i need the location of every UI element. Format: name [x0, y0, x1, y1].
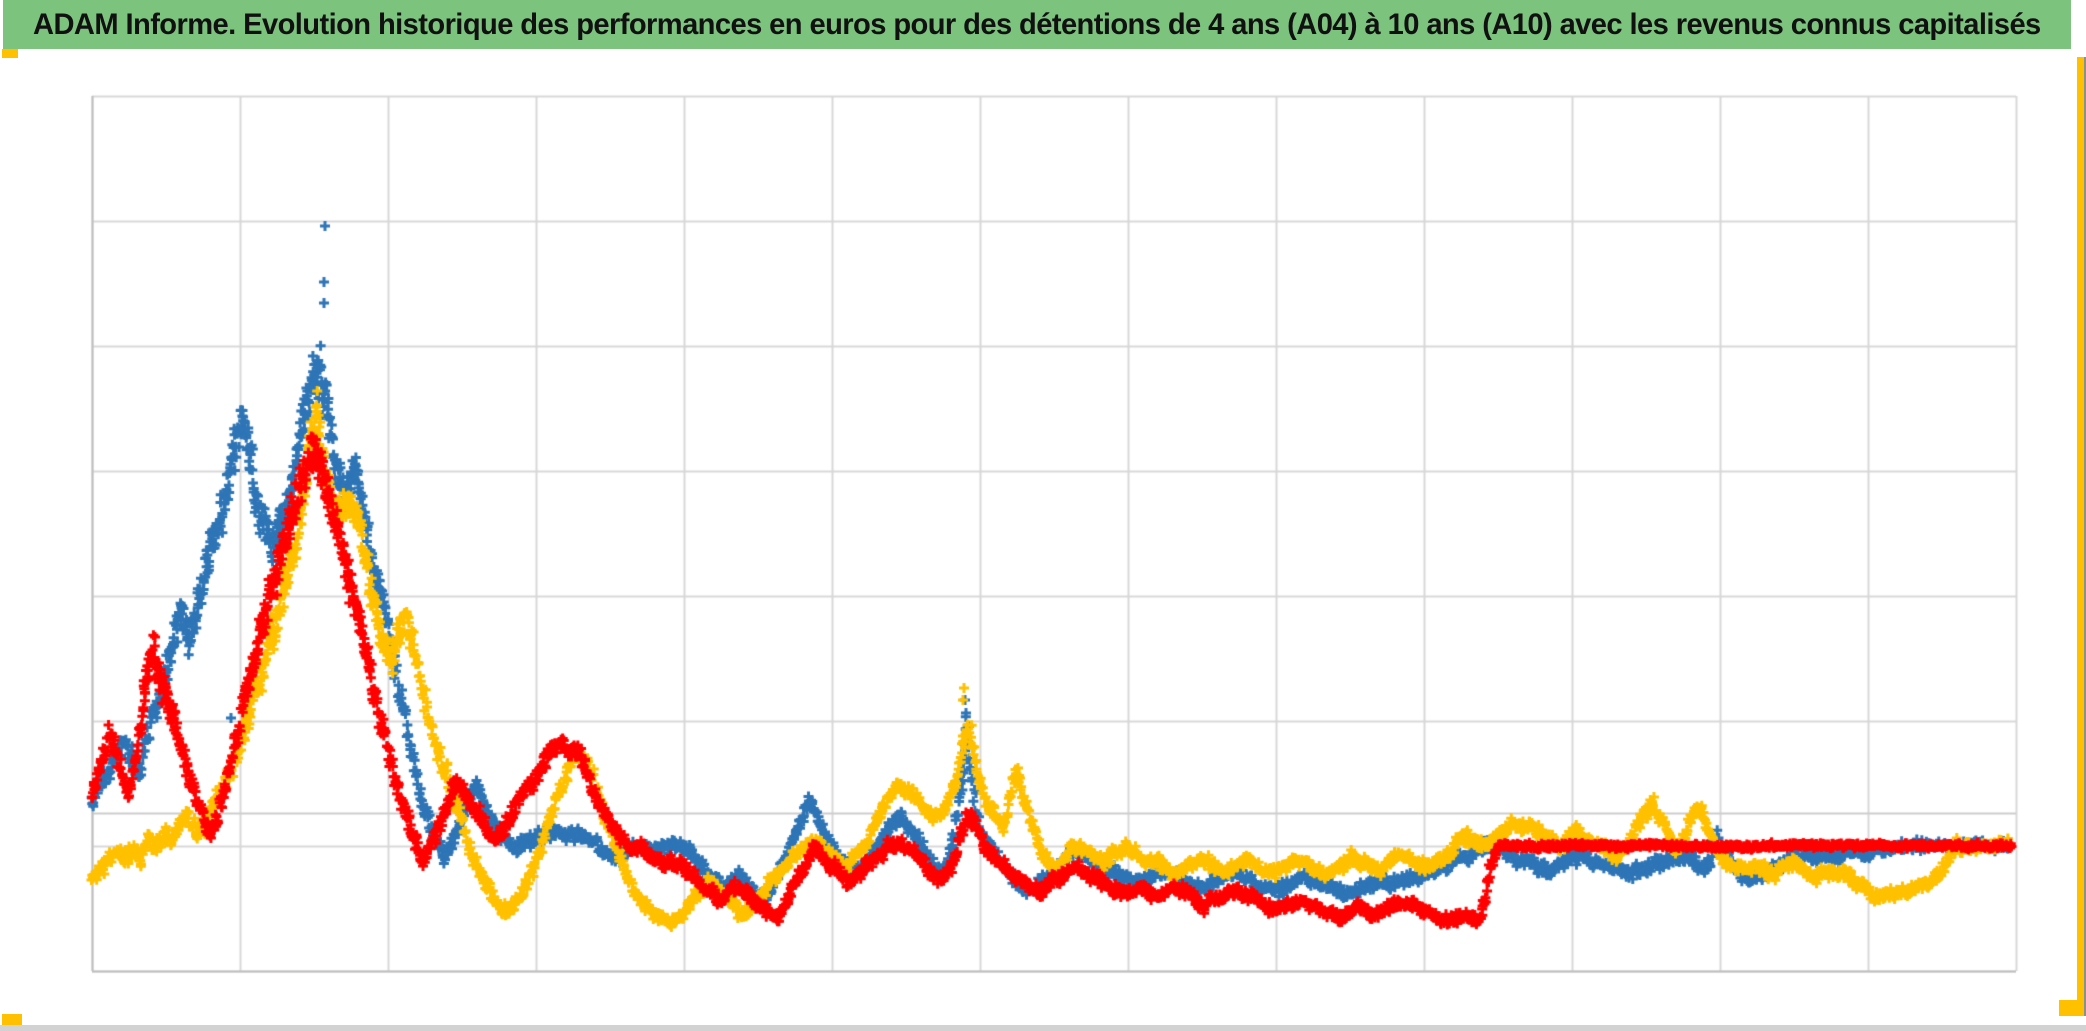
window-bottom-border — [0, 1025, 2086, 1031]
chart-title-bar: ADAM Informe. Evolution historique des p… — [3, 0, 2071, 49]
chart-title: ADAM Informe. Evolution historique des p… — [33, 7, 2041, 41]
selection-edge-right[interactable] — [2077, 57, 2085, 1005]
window-right-border — [2084, 57, 2086, 1016]
selection-handle-left-top[interactable] — [2, 49, 18, 58]
selection-handle-bottom-right[interactable] — [2059, 1000, 2086, 1016]
